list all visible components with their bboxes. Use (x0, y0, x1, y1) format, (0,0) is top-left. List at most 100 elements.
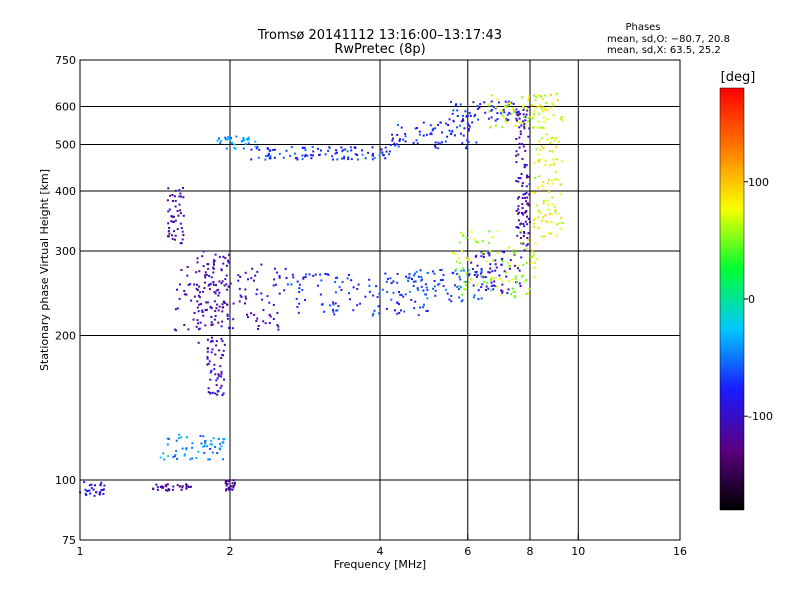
scatter-point (168, 232, 171, 235)
scatter-point (210, 351, 213, 354)
scatter-point (298, 291, 301, 293)
scatter-point (250, 312, 252, 315)
scatter-point (344, 148, 347, 151)
scatter-point (422, 306, 425, 309)
scatter-point (295, 297, 298, 300)
scatter-point (257, 156, 260, 159)
scatter-point (506, 261, 509, 264)
x-tick-label: 8 (527, 545, 534, 558)
scatter-point (394, 144, 396, 147)
scatter-point (503, 111, 506, 114)
scatter-point (517, 205, 520, 208)
scatter-point (384, 146, 387, 149)
scatter-point (290, 283, 293, 286)
scatter-point (405, 275, 407, 278)
scatter-point (525, 200, 528, 203)
scatter-point (419, 269, 422, 272)
scatter-point (465, 284, 467, 287)
scatter-point (552, 104, 555, 107)
scatter-point (527, 292, 529, 295)
scatter-point (238, 287, 241, 290)
scatter-point (525, 261, 528, 264)
scatter-point (464, 110, 467, 113)
scatter-point (386, 277, 389, 280)
scatter-point (520, 211, 523, 214)
y-axis-label: Stationary phase Virtual Height [km] (38, 169, 51, 371)
scatter-point (526, 243, 529, 246)
scatter-point (171, 194, 174, 196)
scatter-point (368, 278, 371, 281)
scatter-point (173, 220, 175, 223)
scatter-point (524, 196, 526, 199)
scatter-point (196, 261, 199, 264)
stats-heading: Phases (625, 22, 660, 33)
scatter-point (210, 443, 213, 446)
scatter-point (528, 183, 531, 186)
scatter-point (479, 103, 482, 106)
scatter-point (544, 214, 547, 217)
scatter-point (496, 230, 499, 233)
scatter-point (488, 254, 491, 257)
scatter-point (551, 179, 554, 182)
scatter-point (524, 192, 527, 195)
scatter-point (521, 184, 524, 187)
scatter-point (352, 286, 355, 289)
scatter-point (336, 309, 339, 312)
scatter-point (446, 135, 449, 138)
scatter-point (333, 313, 336, 316)
scatter-point (554, 178, 557, 181)
scatter-point (336, 276, 339, 279)
scatter-point (518, 269, 521, 272)
scatter-point (212, 266, 215, 269)
scatter-point (441, 131, 444, 134)
scatter-point (198, 303, 201, 306)
scatter-point (508, 267, 511, 270)
scatter-point (517, 180, 520, 183)
scatter-point (469, 114, 472, 117)
scatter-point (408, 290, 411, 293)
scatter-point (216, 139, 219, 142)
scatter-point (386, 290, 389, 293)
scatter-point (216, 452, 219, 454)
scatter-point (501, 290, 504, 293)
scatter-point (225, 488, 228, 491)
scatter-point (196, 306, 199, 309)
scatter-point (391, 137, 394, 140)
scatter-point (546, 138, 549, 141)
scatter-point (550, 232, 553, 235)
scatter-point (385, 150, 388, 153)
scatter-point (491, 270, 494, 273)
scatter-point (518, 146, 521, 149)
scatter-point (434, 141, 437, 144)
scatter-point (352, 309, 355, 312)
scatter-point (240, 296, 243, 298)
scatter-point (207, 391, 210, 394)
scatter-point (434, 289, 437, 292)
scatter-point (492, 284, 495, 287)
scatter-point (172, 215, 175, 218)
scatter-point (214, 353, 217, 356)
scatter-point (524, 149, 527, 152)
scatter-point (269, 157, 272, 160)
scatter-point (382, 154, 385, 157)
scatter-point (262, 320, 265, 323)
scatter-point (214, 446, 217, 448)
scatter-point (210, 321, 213, 324)
scatter-point (462, 119, 465, 122)
scatter-point (378, 292, 381, 295)
scatter-point (546, 199, 549, 202)
scatter-point (466, 258, 469, 261)
scatter-point (545, 220, 548, 223)
scatter-point (186, 484, 189, 487)
scatter-point (465, 147, 467, 150)
scatter-point (308, 273, 311, 276)
scatter-point (222, 349, 225, 352)
scatter-point (492, 277, 495, 280)
scatter-point (213, 318, 216, 321)
scatter-point (400, 126, 403, 129)
scatter-point (219, 442, 222, 445)
scatter-point (223, 302, 226, 304)
scatter-point (508, 280, 510, 283)
scatter-point (532, 191, 535, 194)
